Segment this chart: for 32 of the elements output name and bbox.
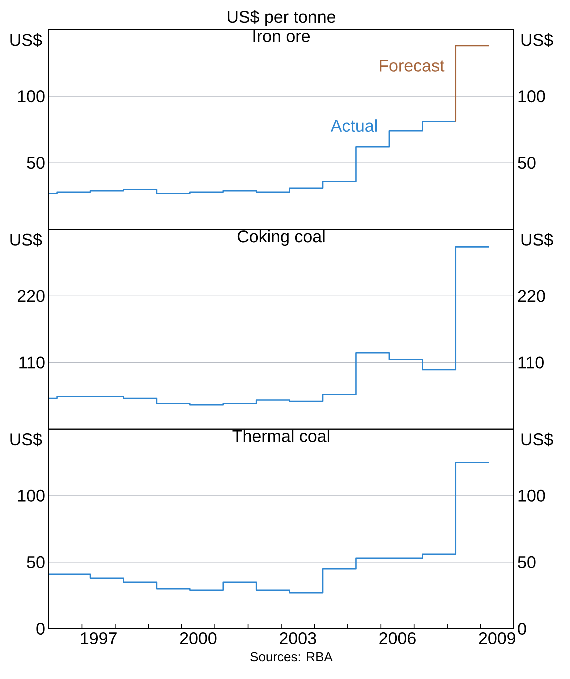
y2-tick-label: 50 bbox=[518, 556, 536, 568]
chart-title: Iron ore bbox=[254, 30, 310, 42]
chart-title: Coking coal bbox=[238, 230, 325, 246]
series-label: Actual bbox=[330, 120, 377, 132]
y2-tick-label: 110 bbox=[518, 356, 544, 369]
y-tick-label: 110 bbox=[20, 356, 45, 369]
x-tick-label: 2003 bbox=[280, 632, 316, 645]
y-tick-label: 0 bbox=[36, 622, 45, 636]
y-tick-label: 220 bbox=[18, 290, 45, 302]
y-tick-label: 50 bbox=[27, 556, 45, 568]
series-label: Forecast bbox=[380, 60, 445, 72]
x-tick-label: 2006 bbox=[380, 632, 416, 645]
chart-subtitle: US$ per tonne bbox=[228, 10, 336, 26]
y2-tick-label: 220 bbox=[518, 290, 546, 302]
x-tick-label: 1997 bbox=[81, 632, 117, 645]
y2-tick-label: 100 bbox=[518, 490, 546, 502]
y2-axis-title: US$ bbox=[522, 233, 554, 247]
y-tick-label: 100 bbox=[18, 490, 45, 502]
chart-title: Thermal coal bbox=[232, 430, 330, 442]
y2-tick-label: 0 bbox=[518, 622, 526, 636]
y2-axis-title: US$ bbox=[522, 432, 554, 447]
y-tick-label: 100 bbox=[18, 90, 45, 103]
y2-tick-label: 50 bbox=[518, 157, 536, 170]
x-tick-label: 2009 bbox=[479, 632, 516, 645]
y2-tick-label: 100 bbox=[518, 90, 546, 103]
y2-axis-title: US$ bbox=[522, 34, 554, 48]
y-axis-title: US$ bbox=[10, 432, 42, 447]
y-axis-title: US$ bbox=[10, 34, 42, 48]
y-tick-label: 50 bbox=[27, 157, 45, 170]
y-axis-title: US$ bbox=[10, 233, 42, 247]
source-note: Sources: RBA bbox=[250, 652, 333, 662]
x-tick-label: 2000 bbox=[180, 632, 217, 645]
